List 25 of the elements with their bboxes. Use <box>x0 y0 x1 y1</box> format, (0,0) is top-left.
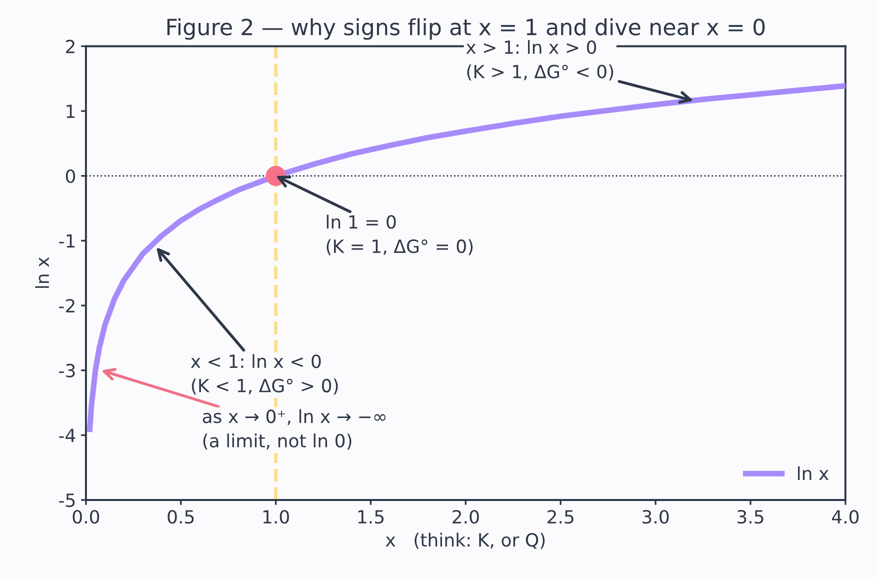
x-tick-label: 0.5 <box>168 510 194 524</box>
y-tick-label: -1 <box>59 234 75 248</box>
y-tick-label: 0 <box>66 169 76 183</box>
chart-title: Figure 2 — why signs flip at x = 1 and dive near x = 0 <box>167 18 765 40</box>
y-axis-title: ln x <box>35 257 49 288</box>
y-tick-label: -3 <box>59 364 75 378</box>
annotation: as x → 0⁺, ln x → −∞ (a limit, not ln 0) <box>202 409 386 450</box>
y-tick-label: -2 <box>59 298 74 312</box>
x-tick-label: 4.0 <box>832 510 859 524</box>
x-tick-label: 1.5 <box>358 510 384 524</box>
annotation: x > 1: ln x > 0 (K > 1, ΔG° < 0) <box>466 40 614 81</box>
x-tick-label: 2.5 <box>548 510 574 524</box>
y-tick-label: 1 <box>66 104 75 118</box>
x-tick-label: 2.0 <box>452 510 479 524</box>
x-tick-label: 1.0 <box>263 510 289 524</box>
annotation: ln 1 = 0 (K = 1, ΔG° = 0) <box>326 214 473 256</box>
y-tick-label: -5 <box>59 494 75 508</box>
x-axis-title: x (think: K, or Q) <box>386 532 545 549</box>
y-tick-label: -4 <box>59 428 76 442</box>
x-tick-label: 3.5 <box>738 510 764 524</box>
y-tick-label: 2 <box>66 40 74 54</box>
annotation: x < 1: ln x < 0 (K < 1, ΔG° > 0) <box>190 354 338 395</box>
x-tick-label: 3.0 <box>642 510 669 524</box>
x-tick-label: 0.0 <box>72 510 100 524</box>
legend-label: ln x <box>798 466 829 480</box>
